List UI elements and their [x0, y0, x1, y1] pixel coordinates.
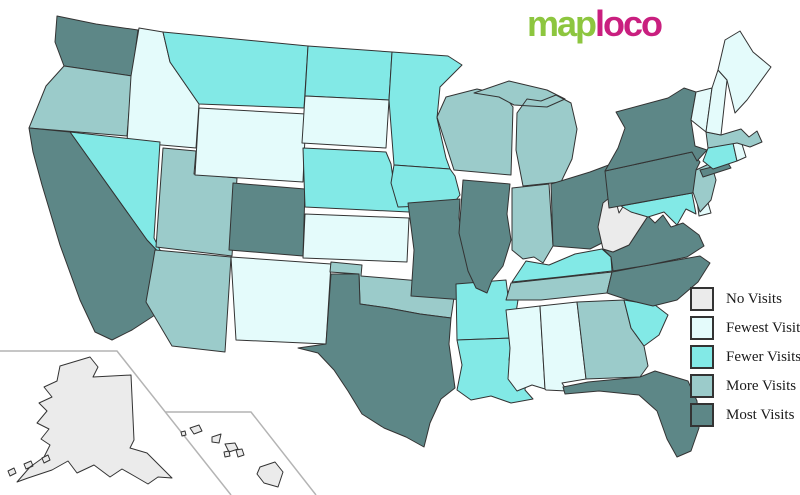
state-arizona: [145, 249, 232, 353]
legend-item-more-visits: More Visits: [690, 374, 800, 398]
state-montana: [162, 31, 309, 109]
logo-map-text: map: [527, 3, 597, 44]
legend-item-fewest-visits: Fewest Visits: [690, 316, 800, 340]
legend-swatch-more-visits: [690, 374, 714, 398]
state-kentucky: [511, 248, 613, 283]
state-indiana: [511, 183, 554, 264]
state-minnesota: [388, 51, 463, 170]
legend-item-no-visits: No Visits: [690, 287, 800, 311]
legend-swatch-most-visits: [690, 403, 714, 427]
state-new-mexico: [230, 256, 332, 345]
state-wisconsin: [436, 88, 514, 176]
state-wyoming: [194, 107, 307, 183]
state-colorado: [228, 182, 306, 257]
legend-swatch-fewest-visits: [690, 316, 714, 340]
legend-swatch-fewer-visits: [690, 345, 714, 369]
legend-label: No Visits: [726, 290, 782, 307]
state-maine: [717, 30, 772, 114]
state-michigan: [473, 80, 578, 187]
map-legend: No Visits Fewest Visits Fewer Visits Mor…: [690, 287, 800, 433]
state-illinois: [458, 179, 512, 294]
legend-item-fewer-visits: Fewer Visits: [690, 345, 800, 369]
legend-label: Fewer Visits: [726, 348, 800, 365]
state-alaska: [7, 356, 173, 485]
state-california: [28, 127, 165, 341]
state-north-dakota: [304, 45, 393, 101]
state-south-dakota: [301, 95, 390, 149]
state-hawaii: [180, 424, 284, 488]
state-texas: [297, 273, 456, 448]
state-oregon: [28, 65, 133, 137]
state-kansas: [302, 213, 410, 263]
legend-label: Fewest Visits: [726, 319, 800, 336]
state-florida: [562, 370, 700, 458]
logo-loco-text: loco: [595, 3, 663, 44]
legend-swatch-no-visits: [690, 287, 714, 311]
state-mississippi: [505, 305, 546, 392]
alaska-inset-border: [0, 350, 232, 495]
hawaii-inset-border: [165, 411, 317, 495]
legend-item-most-visits: Most Visits: [690, 403, 800, 427]
state-maryland: [620, 192, 697, 226]
state-new-hampshire: [705, 69, 728, 136]
legend-label: More Visits: [726, 377, 797, 394]
maploco-logo[interactable]: maploco: [527, 3, 663, 44]
state-massachusetts: [705, 128, 763, 149]
legend-label: Most Visits: [726, 406, 795, 423]
